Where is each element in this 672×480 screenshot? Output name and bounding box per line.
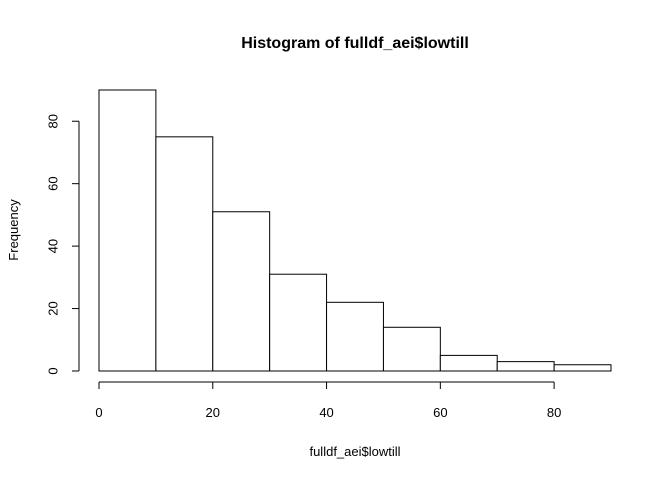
bars-group (98, 89, 612, 372)
histogram-bar-4 (326, 301, 384, 372)
chart-title: Histogram of fulldf_aei$lowtill (241, 35, 469, 52)
histogram-bar-6 (439, 354, 498, 372)
x-axis-label: fulldf_aei$lowtill (309, 444, 400, 459)
x-tick-label-80: 80 (547, 405, 561, 420)
y-tick-label-20: 20 (46, 301, 61, 315)
y-axis-label: Frequency (6, 199, 21, 261)
histogram-bar-8 (553, 364, 612, 372)
y-tick-label-80: 80 (46, 114, 61, 128)
histogram-bar-5 (382, 326, 441, 372)
y-tick-label-60: 60 (46, 176, 61, 190)
histogram-bar-2 (212, 211, 271, 372)
x-axis: 0 20 40 60 80 (95, 381, 561, 420)
x-tick-label-20: 20 (206, 405, 220, 420)
histogram-bar-0 (98, 89, 157, 372)
histogram-bar-3 (269, 273, 328, 372)
y-tick-label-40: 40 (46, 239, 61, 253)
y-axis: 0 20 40 60 80 (46, 114, 80, 375)
x-tick-label-40: 40 (319, 405, 333, 420)
histogram-bar-1 (155, 136, 214, 372)
y-tick-label-0: 0 (46, 367, 61, 374)
histogram-bar-7 (496, 361, 555, 372)
x-tick-label-0: 0 (95, 405, 102, 420)
x-tick-label-60: 60 (433, 405, 447, 420)
